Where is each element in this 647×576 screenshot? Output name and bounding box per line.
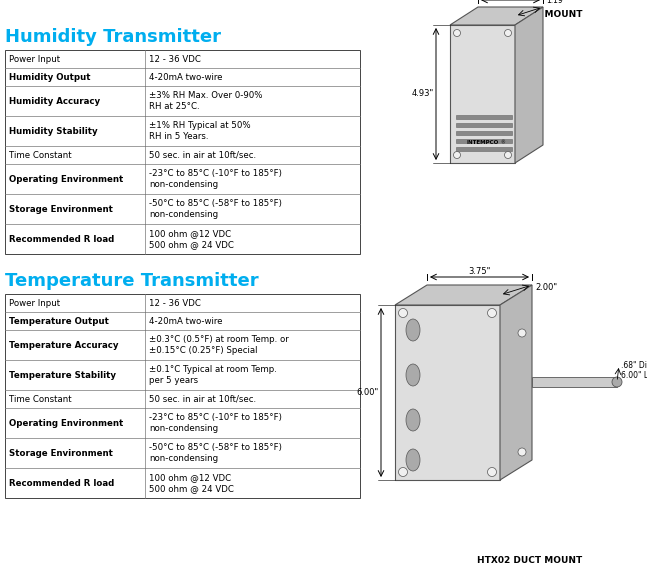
Circle shape	[399, 309, 408, 317]
Text: 50 sec. in air at 10ft/sec.: 50 sec. in air at 10ft/sec.	[149, 150, 256, 160]
Text: Operating Environment: Operating Environment	[9, 419, 123, 427]
Circle shape	[505, 151, 512, 158]
Text: Time Constant: Time Constant	[9, 395, 72, 404]
Ellipse shape	[406, 409, 420, 431]
Text: Recommended R load: Recommended R load	[9, 479, 115, 487]
Text: -23°C to 85°C (-10°F to 185°F)
non-condensing: -23°C to 85°C (-10°F to 185°F) non-conde…	[149, 169, 282, 190]
Polygon shape	[395, 305, 500, 480]
Text: 12 - 36 VDC: 12 - 36 VDC	[149, 55, 201, 63]
Text: Operating Environment: Operating Environment	[9, 175, 123, 184]
Circle shape	[487, 309, 496, 317]
Text: Power Input: Power Input	[9, 298, 60, 308]
Text: HTX01 WALL MOUNT: HTX01 WALL MOUNT	[477, 10, 583, 19]
Text: 100 ohm @12 VDC
500 ohm @ 24 VDC: 100 ohm @12 VDC 500 ohm @ 24 VDC	[149, 229, 234, 249]
Text: -50°C to 85°C (-58°F to 185°F)
non-condensing: -50°C to 85°C (-58°F to 185°F) non-conde…	[149, 443, 282, 463]
Polygon shape	[532, 377, 617, 387]
Bar	[5, 294, 360, 498]
Polygon shape	[456, 115, 512, 119]
Text: INTEMPCO: INTEMPCO	[466, 141, 499, 146]
Text: Recommended R load: Recommended R load	[9, 234, 115, 244]
Circle shape	[518, 448, 526, 456]
Text: 100 ohm @12 VDC
500 ohm @ 24 VDC: 100 ohm @12 VDC 500 ohm @ 24 VDC	[149, 473, 234, 493]
Polygon shape	[450, 7, 543, 25]
Polygon shape	[395, 285, 532, 305]
Polygon shape	[450, 25, 515, 163]
Ellipse shape	[406, 364, 420, 386]
Text: 12 - 36 VDC: 12 - 36 VDC	[149, 298, 201, 308]
Text: Humidity Stability: Humidity Stability	[9, 127, 98, 135]
Text: 4-20mA two-wire: 4-20mA two-wire	[149, 316, 223, 325]
Text: HTX02 DUCT MOUNT: HTX02 DUCT MOUNT	[477, 556, 583, 565]
Text: 1.19": 1.19"	[546, 0, 566, 5]
Circle shape	[454, 151, 461, 158]
Polygon shape	[456, 147, 512, 151]
Text: Temperature Output: Temperature Output	[9, 316, 109, 325]
Ellipse shape	[406, 449, 420, 471]
Circle shape	[454, 29, 461, 36]
Ellipse shape	[406, 319, 420, 341]
Text: ±3% RH Max. Over 0-90%
RH at 25°C.: ±3% RH Max. Over 0-90% RH at 25°C.	[149, 91, 263, 111]
Circle shape	[487, 468, 496, 476]
Bar	[5, 50, 360, 254]
Text: 6.00": 6.00"	[356, 388, 379, 397]
Text: Humidity Transmitter: Humidity Transmitter	[5, 28, 221, 46]
Text: ±0.1°C Typical at room Temp.
per 5 years: ±0.1°C Typical at room Temp. per 5 years	[149, 365, 277, 385]
Text: ±1% RH Typical at 50%
RH in 5 Years.: ±1% RH Typical at 50% RH in 5 Years.	[149, 121, 250, 141]
Text: Temperature Transmitter: Temperature Transmitter	[5, 272, 259, 290]
Text: Temperature Accuracy: Temperature Accuracy	[9, 340, 118, 350]
Text: Storage Environment: Storage Environment	[9, 204, 113, 214]
Polygon shape	[456, 123, 512, 127]
Text: Humidity Output: Humidity Output	[9, 73, 91, 81]
Text: -50°C to 85°C (-58°F to 185°F)
non-condensing: -50°C to 85°C (-58°F to 185°F) non-conde…	[149, 199, 282, 219]
Text: Time Constant: Time Constant	[9, 150, 72, 160]
Circle shape	[399, 468, 408, 476]
Text: ±0.3°C (0.5°F) at room Temp. or
±0.15°C (0.25°F) Special: ±0.3°C (0.5°F) at room Temp. or ±0.15°C …	[149, 335, 289, 355]
Circle shape	[612, 377, 622, 387]
Text: 3.75": 3.75"	[468, 267, 490, 276]
Polygon shape	[456, 139, 512, 143]
Circle shape	[518, 329, 526, 337]
Text: 2.00": 2.00"	[535, 283, 557, 292]
Text: 50 sec. in air at 10ft/sec.: 50 sec. in air at 10ft/sec.	[149, 395, 256, 404]
Text: 4-20mA two-wire: 4-20mA two-wire	[149, 73, 223, 81]
Circle shape	[505, 29, 512, 36]
Text: .68" Dia.
6.00" L: .68" Dia. 6.00" L	[621, 361, 647, 380]
Text: Storage Environment: Storage Environment	[9, 449, 113, 457]
Text: ®: ®	[500, 141, 505, 146]
Text: 4.93": 4.93"	[411, 89, 434, 98]
Text: Power Input: Power Input	[9, 55, 60, 63]
Polygon shape	[515, 7, 543, 163]
Polygon shape	[456, 131, 512, 135]
Polygon shape	[500, 285, 532, 480]
Text: Temperature Stability: Temperature Stability	[9, 370, 116, 380]
Text: Humidity Accuracy: Humidity Accuracy	[9, 97, 100, 105]
Text: -23°C to 85°C (-10°F to 185°F)
non-condensing: -23°C to 85°C (-10°F to 185°F) non-conde…	[149, 413, 282, 433]
